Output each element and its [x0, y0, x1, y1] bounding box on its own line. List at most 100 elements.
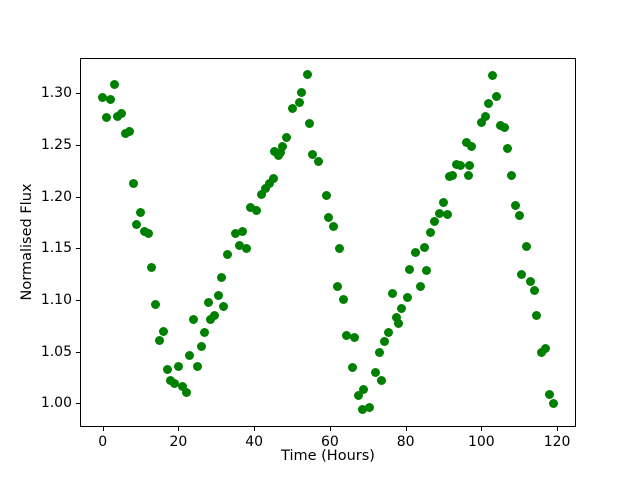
y-tick-label: 1.20 [40, 188, 72, 205]
data-point [230, 229, 240, 239]
data-point [170, 379, 180, 389]
x-tick-label: 120 [543, 434, 571, 450]
data-point [302, 70, 312, 80]
data-point [276, 147, 286, 157]
data-point [117, 109, 127, 119]
data-point [387, 289, 397, 299]
x-tick-label: 100 [467, 434, 495, 450]
data-point [384, 328, 394, 338]
data-point [391, 312, 401, 322]
data-point [425, 228, 435, 238]
data-point [143, 229, 153, 239]
data-point [429, 216, 439, 226]
data-point [531, 310, 541, 320]
data-point [98, 92, 108, 102]
data-point [374, 348, 384, 358]
data-point [348, 362, 358, 372]
data-point [332, 281, 342, 291]
x-tick-mark [178, 427, 180, 431]
data-point [338, 295, 348, 305]
data-point [491, 91, 501, 101]
x-tick-mark [329, 427, 331, 431]
data-point [350, 332, 359, 342]
data-point [438, 198, 448, 208]
data-point [177, 382, 187, 392]
data-point [223, 249, 233, 259]
data-point [499, 122, 509, 132]
data-point [192, 361, 202, 371]
data-point [158, 327, 168, 337]
x-tick-label: 40 [245, 434, 264, 450]
data-point [287, 104, 297, 114]
data-point [516, 269, 526, 279]
data-point [151, 299, 161, 309]
y-axis-label: Normalised Flux [19, 183, 35, 301]
y-tick-label: 1.05 [40, 343, 72, 360]
data-point [461, 138, 471, 148]
data-point [234, 240, 244, 250]
data-point [380, 336, 390, 346]
data-point [353, 391, 363, 401]
data-point [529, 286, 539, 296]
x-tick-label: 0 [98, 434, 108, 450]
data-point [132, 219, 142, 229]
data-point [404, 265, 414, 275]
data-point [514, 210, 524, 220]
data-point [206, 315, 216, 324]
data-point [410, 247, 420, 257]
data-point [185, 351, 195, 361]
y-tick-mark [76, 144, 80, 146]
x-tick-label: 60 [320, 434, 339, 450]
data-point [204, 298, 214, 308]
y-tick-label: 1.10 [40, 291, 72, 308]
y-tick-mark [76, 403, 80, 405]
x-tick-mark [254, 427, 256, 431]
data-point [278, 142, 288, 152]
data-point [421, 266, 431, 276]
y-tick-mark [76, 299, 80, 301]
data-point [510, 201, 520, 211]
data-point [155, 335, 164, 345]
y-tick-label: 1.15 [40, 240, 72, 257]
data-point [213, 291, 223, 301]
data-point [189, 315, 199, 324]
data-point [465, 160, 475, 170]
data-point [416, 281, 426, 291]
data-point [365, 402, 375, 412]
data-point [268, 174, 278, 184]
data-point [257, 189, 267, 199]
data-point [503, 144, 513, 154]
data-point [105, 94, 115, 104]
data-point [196, 341, 206, 351]
y-tick-mark [76, 351, 80, 353]
x-tick-mark [481, 427, 483, 431]
y-tick-label: 1.25 [40, 136, 72, 153]
data-point [281, 133, 291, 143]
data-point [181, 388, 191, 398]
data-point [238, 227, 248, 237]
data-point [476, 117, 486, 127]
data-point [357, 404, 367, 414]
data-point [334, 243, 344, 253]
data-point [548, 398, 558, 408]
data-point [109, 80, 119, 90]
data-point [507, 171, 517, 181]
data-point [308, 149, 318, 159]
data-point [136, 207, 146, 217]
data-point [261, 183, 271, 193]
data-point [370, 367, 380, 377]
data-point [323, 212, 333, 222]
data-point [393, 319, 403, 329]
data-point [537, 348, 547, 358]
data-point [314, 156, 324, 166]
data-point [463, 171, 473, 181]
data-point [209, 310, 219, 320]
data-point [329, 221, 339, 231]
data-point [173, 361, 183, 371]
data-point [435, 208, 445, 218]
data-point [304, 118, 314, 128]
data-point [162, 364, 172, 374]
y-tick-label: 1.00 [40, 395, 72, 412]
data-point [480, 112, 490, 122]
data-point [403, 293, 412, 303]
